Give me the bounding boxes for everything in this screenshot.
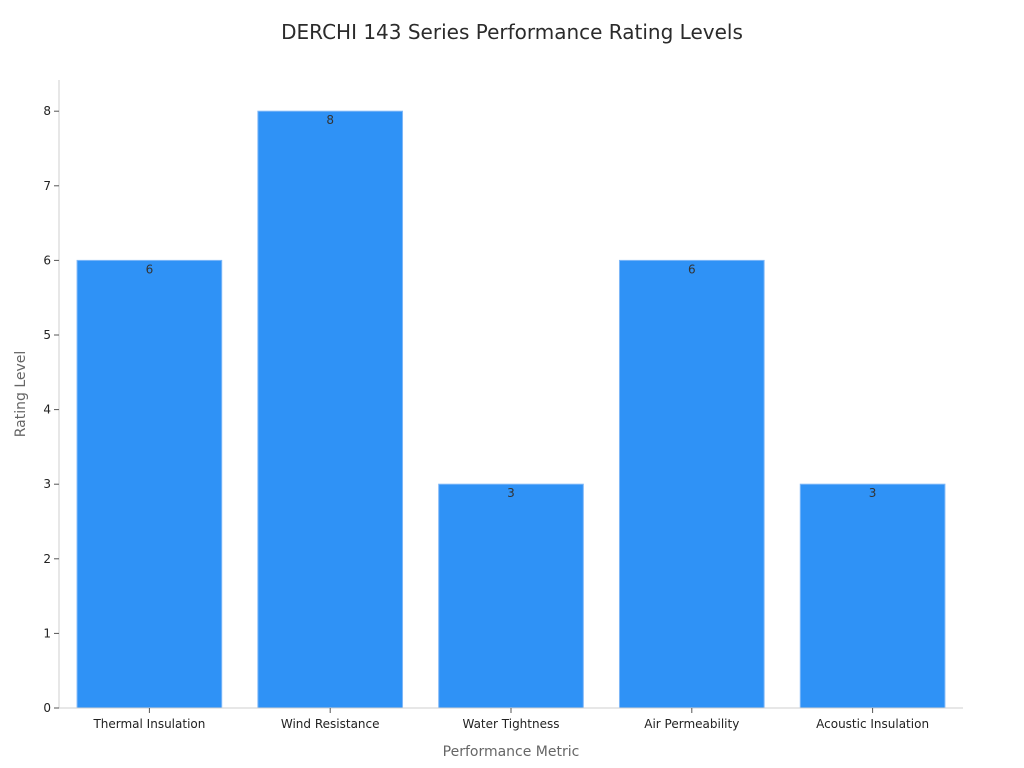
bar — [76, 259, 223, 709]
y-tick-label: 4 — [43, 403, 51, 417]
y-tick-label: 3 — [43, 477, 51, 491]
bar-value-label: 6 — [688, 262, 696, 276]
bar-value-label: 3 — [869, 486, 877, 500]
x-tick-label: Wind Resistance — [281, 717, 380, 731]
x-axis-title: Performance Metric — [443, 744, 580, 760]
y-tick-label: 2 — [43, 552, 51, 566]
y-axis: 0 1 2 3 4 5 6 7 8 — [43, 80, 60, 715]
bar — [438, 483, 584, 709]
x-tick-label: Air Permeability — [644, 717, 739, 731]
chart-title: DERCHI 143 Series Performance Rating Lev… — [281, 20, 743, 44]
y-tick-label: 5 — [43, 328, 51, 342]
bar — [257, 110, 404, 709]
bar-value-label: 8 — [326, 113, 334, 127]
x-tick-label: Thermal Insulation — [92, 717, 205, 731]
x-axis: Thermal Insulation Wind Resistance Water T… — [59, 707, 963, 731]
x-tick-label: Acoustic Insulation — [816, 717, 929, 731]
bar — [618, 259, 765, 709]
y-tick-label: 8 — [43, 104, 51, 118]
bar — [799, 483, 946, 709]
y-tick-label: 0 — [43, 701, 51, 715]
y-axis-title: Rating Level — [13, 351, 29, 438]
bar-value-label: 3 — [507, 486, 515, 500]
y-tick-label: 1 — [43, 626, 51, 640]
bar-value-label: 6 — [146, 262, 154, 276]
y-tick-label: 7 — [43, 179, 51, 193]
bars-group — [76, 110, 946, 709]
x-tick-label: Water Tightness — [462, 717, 559, 731]
data-labels-group: 6 8 3 6 3 — [146, 113, 877, 500]
y-tick-label: 6 — [43, 253, 51, 267]
